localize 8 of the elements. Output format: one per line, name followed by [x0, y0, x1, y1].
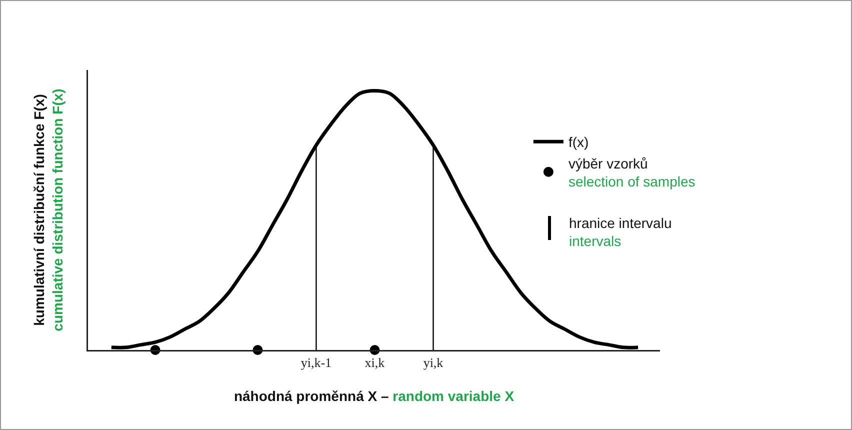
legend-label: f(x) — [568, 134, 589, 150]
x-tick-label: yi,k — [423, 355, 444, 370]
x-axis-title: náhodná proměnná X – random variable X — [234, 388, 515, 404]
annotation: hranice intervalu intervals — [569, 215, 672, 250]
x-tick-label: yi,k-1 — [300, 355, 332, 370]
y-axis-title: kumulativní distribuční funkce F(x) cumulative distribution function F(x) — [31, 88, 66, 332]
x-tick-label: xi,k — [364, 355, 386, 370]
legend-label: výběr vzorků selection of samples — [568, 155, 696, 190]
